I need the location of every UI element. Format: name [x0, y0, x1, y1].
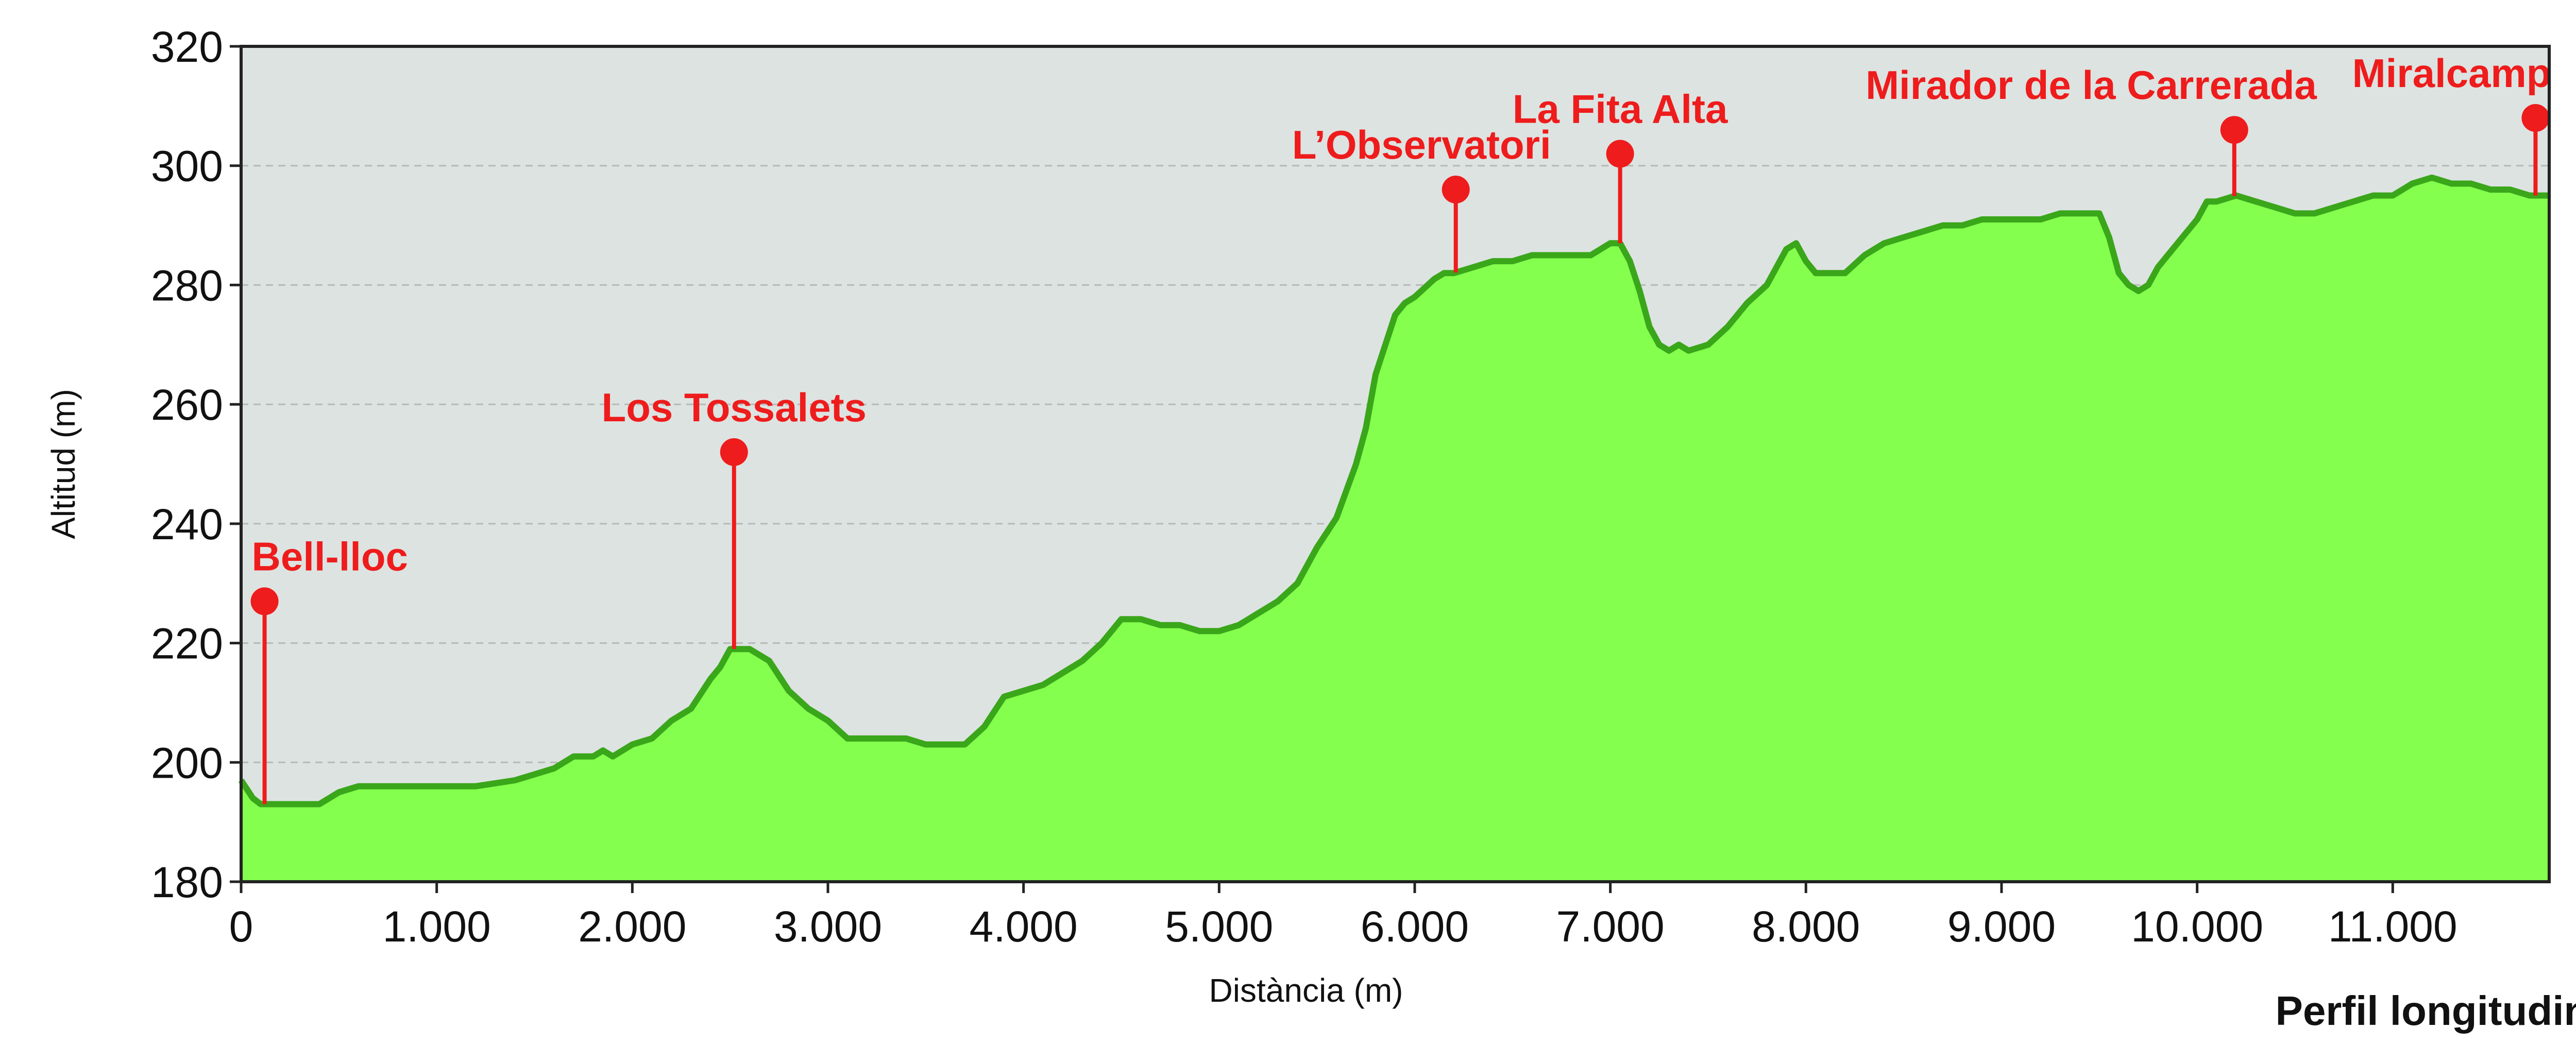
waypoint-label: Bell-lloc [252, 534, 408, 579]
x-tick-label: 7.000 [1556, 902, 1665, 951]
x-tick-label: 3.000 [774, 902, 882, 951]
waypoint-label: Miralcamp [2352, 50, 2551, 96]
y-tick-label: 220 [151, 620, 223, 668]
waypoint: La Fita Alta [1513, 87, 1728, 244]
y-tick-label: 240 [151, 500, 223, 549]
plot-frame [240, 45, 2551, 883]
y-tick-label: 320 [151, 23, 223, 71]
x-tick-label: 11.000 [2328, 902, 2458, 951]
x-tick-label: 6.000 [1361, 902, 1469, 951]
y-tick-label: 300 [151, 142, 223, 191]
y-tick-label: 260 [151, 381, 223, 429]
waypoint-label: Los Tossalets [602, 385, 867, 430]
waypoint-marker [2220, 116, 2248, 144]
waypoint: Mirador de la Carrerada [1866, 62, 2317, 196]
y-tick-label: 200 [151, 739, 223, 787]
x-tick-label: 9.000 [1947, 902, 2056, 951]
x-axis-label: Distància (m) [1209, 972, 1403, 1009]
y-tick-label: 180 [151, 858, 223, 906]
y-tick-label: 280 [151, 261, 223, 310]
waypoint-marker [250, 587, 279, 615]
waypoint: Los Tossalets [602, 385, 867, 649]
waypoint-marker [720, 438, 748, 466]
axes [240, 45, 2551, 883]
y-axis-ticks: 180 200 220 240 260 280 300 320 [151, 23, 241, 906]
x-tick-label: 2.000 [578, 902, 686, 951]
waypoint-label: Mirador de la Carrerada [1866, 62, 2317, 108]
x-tick-label: 10.000 [2131, 902, 2263, 951]
waypoint-marker [1442, 176, 1470, 204]
x-tick-label: 0 [229, 902, 253, 951]
elevation-area [241, 177, 2549, 882]
waypoint: Miralcamp [2352, 50, 2551, 196]
y-axis-label: Altitud (m) [45, 389, 82, 539]
x-tick-label: 1.000 [383, 902, 491, 951]
x-tick-label: 5.000 [1165, 902, 1273, 951]
waypoint-marker [1606, 140, 1634, 168]
waypoint-marker [2521, 104, 2550, 132]
waypoint-label: L’Observatori [1292, 122, 1551, 167]
x-tick-label: 4.000 [970, 902, 1078, 951]
waypoint-label: La Fita Alta [1513, 87, 1728, 132]
waypoint: L’Observatori [1292, 122, 1551, 273]
waypoint: Bell-lloc [250, 534, 408, 804]
chart-title: Perfil longitudinal [2275, 988, 2576, 1034]
x-tick-label: 8.000 [1752, 902, 1860, 951]
x-axis-ticks: 0 1.000 2.000 3.000 4.000 5.000 6.000 7.000 8.00… [229, 882, 2458, 951]
elevation-line [238, 174, 2549, 808]
